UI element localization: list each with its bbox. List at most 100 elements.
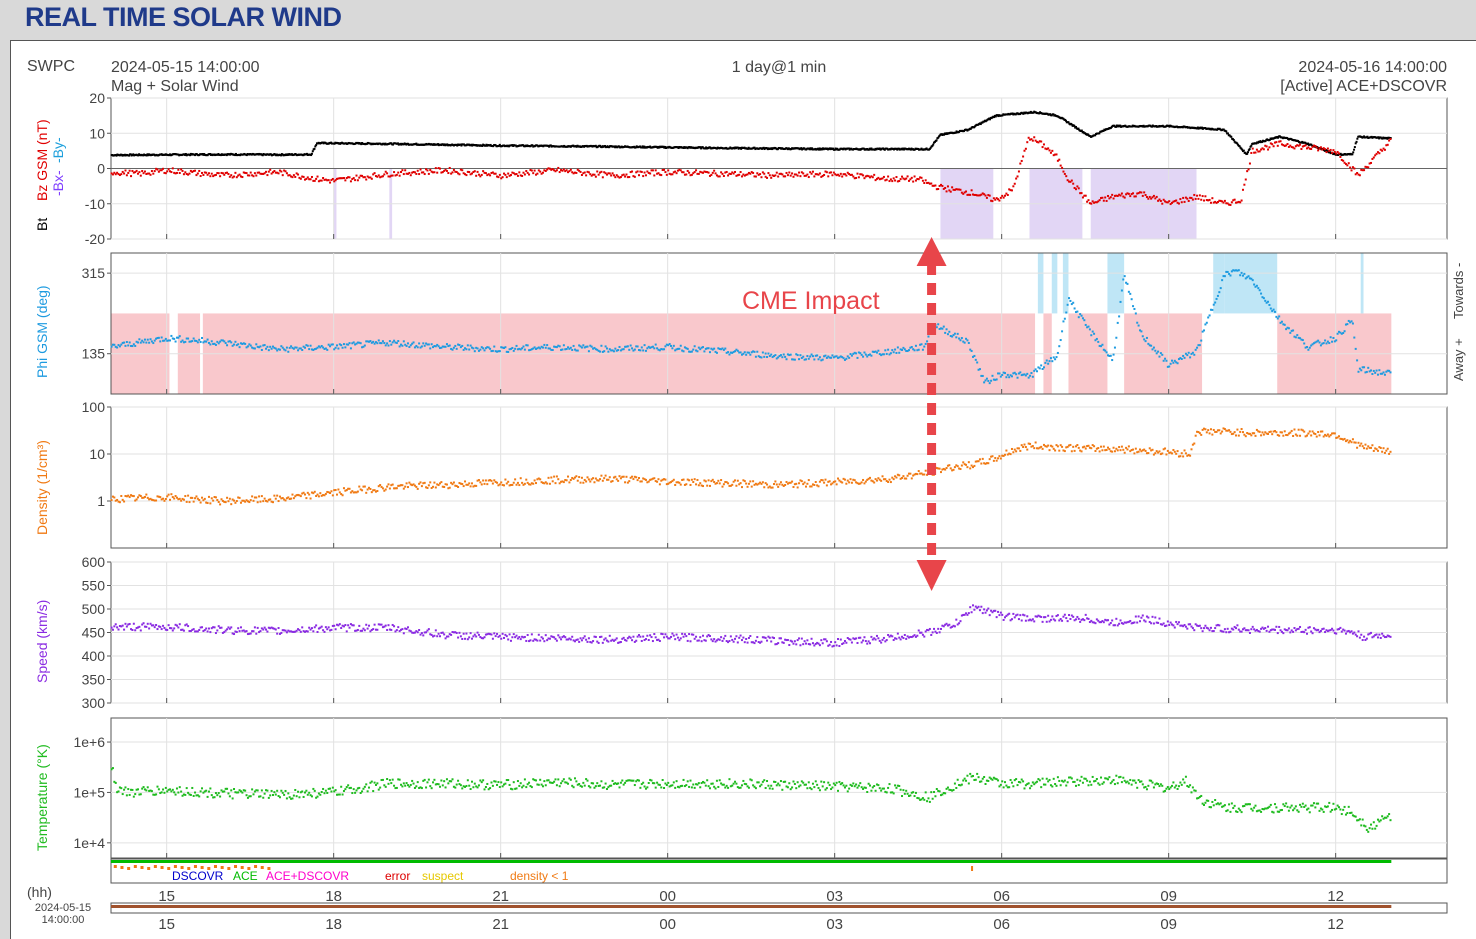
- density-point: [1022, 446, 1024, 448]
- phi-point: [1335, 339, 1337, 341]
- phi-point: [973, 355, 975, 357]
- phi-point: [1367, 367, 1369, 369]
- bz-point: [1178, 203, 1180, 205]
- density-point: [1289, 432, 1291, 434]
- density-point: [581, 477, 583, 479]
- bt-point: [1247, 151, 1249, 153]
- density-point: [1094, 450, 1096, 452]
- phi-point: [876, 352, 878, 354]
- phi-point: [798, 358, 800, 360]
- bz-point: [698, 173, 700, 175]
- speed-point: [557, 634, 559, 636]
- phi-point: [961, 337, 963, 339]
- density-point: [826, 484, 828, 486]
- bz-point: [234, 172, 236, 174]
- density-point: [1314, 433, 1316, 435]
- phi-point: [1355, 348, 1357, 350]
- phi-point: [1090, 334, 1092, 336]
- density-point: [723, 483, 725, 485]
- phi-point: [613, 350, 615, 352]
- density-point: [250, 499, 252, 501]
- speed-point: [635, 640, 637, 642]
- bz-point: [219, 175, 221, 177]
- speed-point: [680, 637, 682, 639]
- density-point: [408, 482, 410, 484]
- bz-point: [477, 171, 479, 173]
- density-point: [234, 502, 236, 504]
- bz-point: [596, 170, 598, 172]
- phi-point: [296, 347, 298, 349]
- density-point: [1389, 451, 1391, 453]
- bz-point: [468, 171, 470, 173]
- phi-point: [461, 345, 463, 347]
- phi-point: [389, 340, 391, 342]
- start-time: 2024-05-15 14:00:00: [111, 59, 260, 76]
- density-point: [706, 485, 708, 487]
- phi-point: [1067, 304, 1069, 306]
- bz-point: [894, 180, 896, 182]
- density-point: [304, 494, 306, 496]
- density-point: [979, 458, 981, 460]
- speed-point: [456, 632, 458, 634]
- speed-point: [770, 640, 772, 642]
- density-point: [184, 495, 186, 497]
- phi-point: [845, 358, 847, 360]
- bz-point: [200, 175, 202, 177]
- phi-point: [138, 338, 140, 340]
- speed-point: [670, 636, 672, 638]
- phi-point: [264, 344, 266, 346]
- density-point: [1021, 444, 1023, 446]
- bz-point: [1186, 198, 1188, 200]
- density-point: [1362, 445, 1364, 447]
- phi-point: [1278, 315, 1280, 317]
- density-point: [854, 479, 856, 481]
- density-point: [329, 492, 331, 494]
- density-point: [635, 476, 637, 478]
- phi-point: [484, 349, 486, 351]
- density-point: [1088, 445, 1090, 447]
- density-point: [1081, 450, 1083, 452]
- speed-point: [209, 631, 211, 633]
- bz-point: [740, 171, 742, 173]
- phi-point: [1049, 360, 1051, 362]
- bz-point: [321, 180, 323, 182]
- bz-point: [680, 169, 682, 171]
- phi-point: [884, 349, 886, 351]
- phi-point: [372, 341, 374, 343]
- density-point: [734, 479, 736, 481]
- phi-point: [781, 356, 783, 358]
- bz-point: [291, 176, 293, 178]
- bz-point: [400, 171, 402, 173]
- density-point: [1057, 445, 1059, 447]
- density-point: [1011, 448, 1013, 450]
- speed-point: [824, 638, 826, 640]
- phi-point: [944, 332, 946, 334]
- density-point: [1179, 455, 1181, 457]
- density-point: [659, 483, 661, 485]
- density-point: [599, 478, 601, 480]
- speed-point: [346, 630, 348, 632]
- density-point: [632, 478, 634, 480]
- phi-point: [470, 345, 472, 347]
- speed-point: [559, 636, 561, 638]
- density-point: [387, 483, 389, 485]
- phi-point: [237, 343, 239, 345]
- bz-point: [862, 174, 864, 176]
- bz-point: [798, 172, 800, 174]
- bz-point: [165, 172, 167, 174]
- density-point: [1117, 449, 1119, 451]
- bz-point: [1243, 184, 1245, 186]
- bz-point: [1376, 153, 1378, 155]
- bz-point: [182, 170, 184, 172]
- bz-point: [1103, 200, 1105, 202]
- phi-point: [383, 342, 385, 344]
- phi-point: [941, 328, 943, 330]
- bz-point: [1300, 148, 1302, 150]
- phi-point: [818, 358, 820, 360]
- speed-point: [843, 642, 845, 644]
- speed-point: [172, 629, 174, 631]
- density-point: [1072, 446, 1074, 448]
- bz-point: [1111, 194, 1113, 196]
- bz-point: [584, 172, 586, 174]
- density-point: [631, 476, 633, 478]
